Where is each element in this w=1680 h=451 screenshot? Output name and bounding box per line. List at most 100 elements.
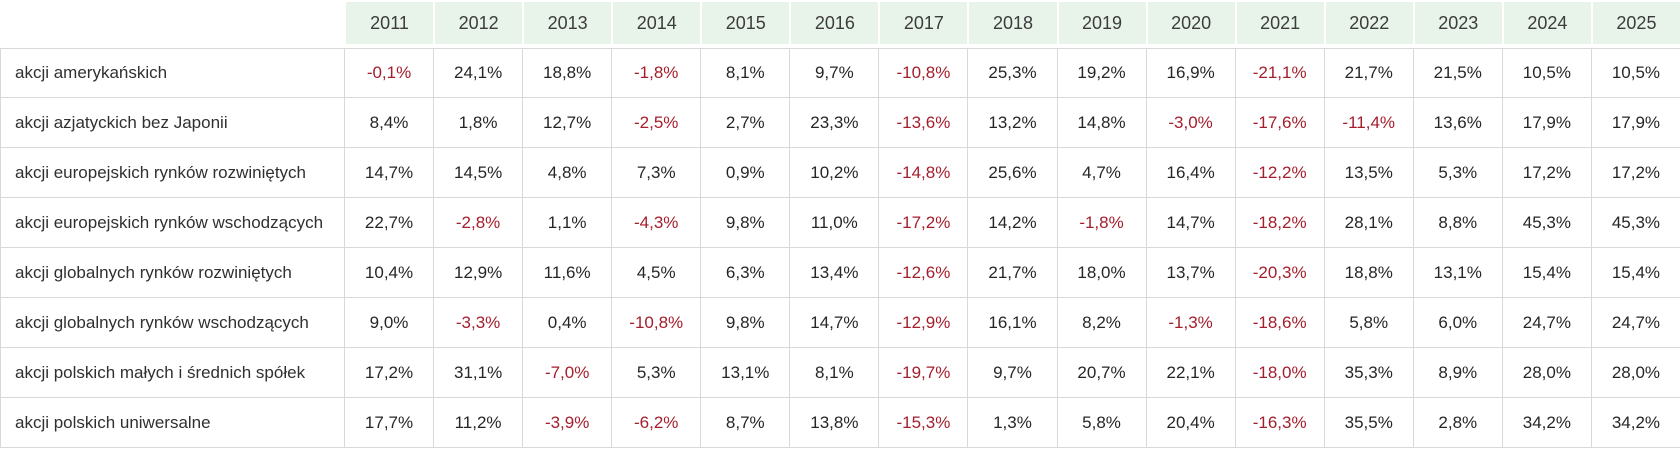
return-value-cell: 10,2% (789, 148, 879, 198)
return-value-cell: 16,9% (1145, 48, 1235, 98)
return-value-cell: 13,4% (789, 248, 879, 298)
return-value-cell: 8,7% (700, 398, 790, 448)
return-value-cell: -17,2% (878, 198, 968, 248)
return-value-cell: 45,3% (1501, 198, 1591, 248)
return-value-cell: 10,5% (1501, 48, 1591, 98)
return-value-cell: 21,7% (967, 248, 1057, 298)
return-value-cell: 13,1% (700, 348, 790, 398)
table-row: akcji europejskich rynków rozwiniętych 14… (0, 148, 1680, 198)
return-value-cell: -16,3% (1234, 398, 1324, 448)
table-row: akcji azjatyckich bez Japonii 8,4% 1,8% 12,… (0, 98, 1680, 148)
category-label: akcji europejskich rynków rozwiniętych (0, 148, 344, 198)
return-value-cell: 14,8% (1056, 98, 1146, 148)
return-value-cell: 45,3% (1590, 198, 1680, 248)
return-value-cell: 25,3% (967, 48, 1057, 98)
return-value-cell: 17,2% (1501, 148, 1591, 198)
year-header-2019: 2019 (1056, 2, 1146, 48)
year-header-2022: 2022 (1323, 2, 1413, 48)
return-value-cell: 14,7% (1145, 198, 1235, 248)
return-value-cell: 9,8% (700, 198, 790, 248)
return-value-cell: 1,3% (967, 398, 1057, 448)
return-value-cell: -2,8% (433, 198, 523, 248)
return-value-cell: 28,0% (1590, 348, 1680, 398)
return-value-cell: 8,2% (1056, 298, 1146, 348)
category-label: akcji amerykańskich (0, 48, 344, 98)
return-value-cell: 28,1% (1323, 198, 1413, 248)
return-value-cell: 18,8% (1323, 248, 1413, 298)
return-value-cell: 4,7% (1056, 148, 1146, 198)
return-value-cell: 15,4% (1501, 248, 1591, 298)
return-value-cell: 13,1% (1412, 248, 1502, 298)
return-value-cell: 2,7% (700, 98, 790, 148)
return-value-cell: 0,9% (700, 148, 790, 198)
return-value-cell: 17,9% (1590, 98, 1680, 148)
return-value-cell: -12,9% (878, 298, 968, 348)
return-value-cell: 13,7% (1145, 248, 1235, 298)
year-header-2024: 2024 (1501, 2, 1591, 48)
category-label: akcji azjatyckich bez Japonii (0, 98, 344, 148)
return-value-cell: 8,8% (1412, 198, 1502, 248)
return-value-cell: -0,1% (344, 48, 434, 98)
year-header-2014: 2014 (611, 2, 701, 48)
return-value-cell: -1,8% (611, 48, 701, 98)
return-value-cell: -3,3% (433, 298, 523, 348)
return-value-cell: 9,0% (344, 298, 434, 348)
return-value-cell: 24,1% (433, 48, 523, 98)
return-value-cell: 24,7% (1590, 298, 1680, 348)
return-value-cell: -2,5% (611, 98, 701, 148)
return-value-cell: 15,4% (1590, 248, 1680, 298)
return-value-cell: 13,5% (1323, 148, 1413, 198)
return-value-cell: 10,5% (1590, 48, 1680, 98)
return-value-cell: 11,6% (522, 248, 612, 298)
return-value-cell: 5,8% (1056, 398, 1146, 448)
year-header-2020: 2020 (1145, 2, 1235, 48)
return-value-cell: 6,0% (1412, 298, 1502, 348)
return-value-cell: -1,8% (1056, 198, 1146, 248)
return-value-cell: -6,2% (611, 398, 701, 448)
return-value-cell: 17,9% (1501, 98, 1591, 148)
return-value-cell: 7,3% (611, 148, 701, 198)
return-value-cell: 13,8% (789, 398, 879, 448)
year-header-2023: 2023 (1412, 2, 1502, 48)
return-value-cell: 18,0% (1056, 248, 1146, 298)
return-value-cell: 8,4% (344, 98, 434, 148)
category-label: akcji globalnych rynków wschodzących (0, 298, 344, 348)
return-value-cell: -12,2% (1234, 148, 1324, 198)
return-value-cell: 35,5% (1323, 398, 1413, 448)
return-value-cell: -21,1% (1234, 48, 1324, 98)
year-header-2018: 2018 (967, 2, 1057, 48)
return-value-cell: -3,9% (522, 398, 612, 448)
return-value-cell: 24,7% (1501, 298, 1591, 348)
return-value-cell: 23,3% (789, 98, 879, 148)
return-value-cell: 21,7% (1323, 48, 1413, 98)
category-label: akcji polskich uniwersalne (0, 398, 344, 448)
return-value-cell: 14,7% (789, 298, 879, 348)
return-value-cell: -3,0% (1145, 98, 1235, 148)
category-label: akcji europejskich rynków wschodzących (0, 198, 344, 248)
return-value-cell: 9,8% (700, 298, 790, 348)
return-value-cell: -10,8% (878, 48, 968, 98)
return-value-cell: 8,9% (1412, 348, 1502, 398)
return-value-cell: 22,1% (1145, 348, 1235, 398)
return-value-cell: 5,3% (1412, 148, 1502, 198)
return-value-cell: -15,3% (878, 398, 968, 448)
return-value-cell: 1,8% (433, 98, 523, 148)
return-value-cell: 10,4% (344, 248, 434, 298)
return-value-cell: 0,4% (522, 298, 612, 348)
return-value-cell: 12,7% (522, 98, 612, 148)
return-value-cell: 4,8% (522, 148, 612, 198)
return-value-cell: -10,8% (611, 298, 701, 348)
return-value-cell: 20,4% (1145, 398, 1235, 448)
category-label: akcji polskich małych i średnich spółek (0, 348, 344, 398)
return-value-cell: 28,0% (1501, 348, 1591, 398)
return-value-cell: 5,8% (1323, 298, 1413, 348)
return-value-cell: 8,1% (700, 48, 790, 98)
return-value-cell: -4,3% (611, 198, 701, 248)
return-value-cell: 13,2% (967, 98, 1057, 148)
table-row: akcji polskich uniwersalne 17,7% 11,2% -3,9… (0, 398, 1680, 448)
return-value-cell: 9,7% (789, 48, 879, 98)
year-header-2013: 2013 (522, 2, 612, 48)
return-value-cell: -20,3% (1234, 248, 1324, 298)
return-value-cell: 20,7% (1056, 348, 1146, 398)
